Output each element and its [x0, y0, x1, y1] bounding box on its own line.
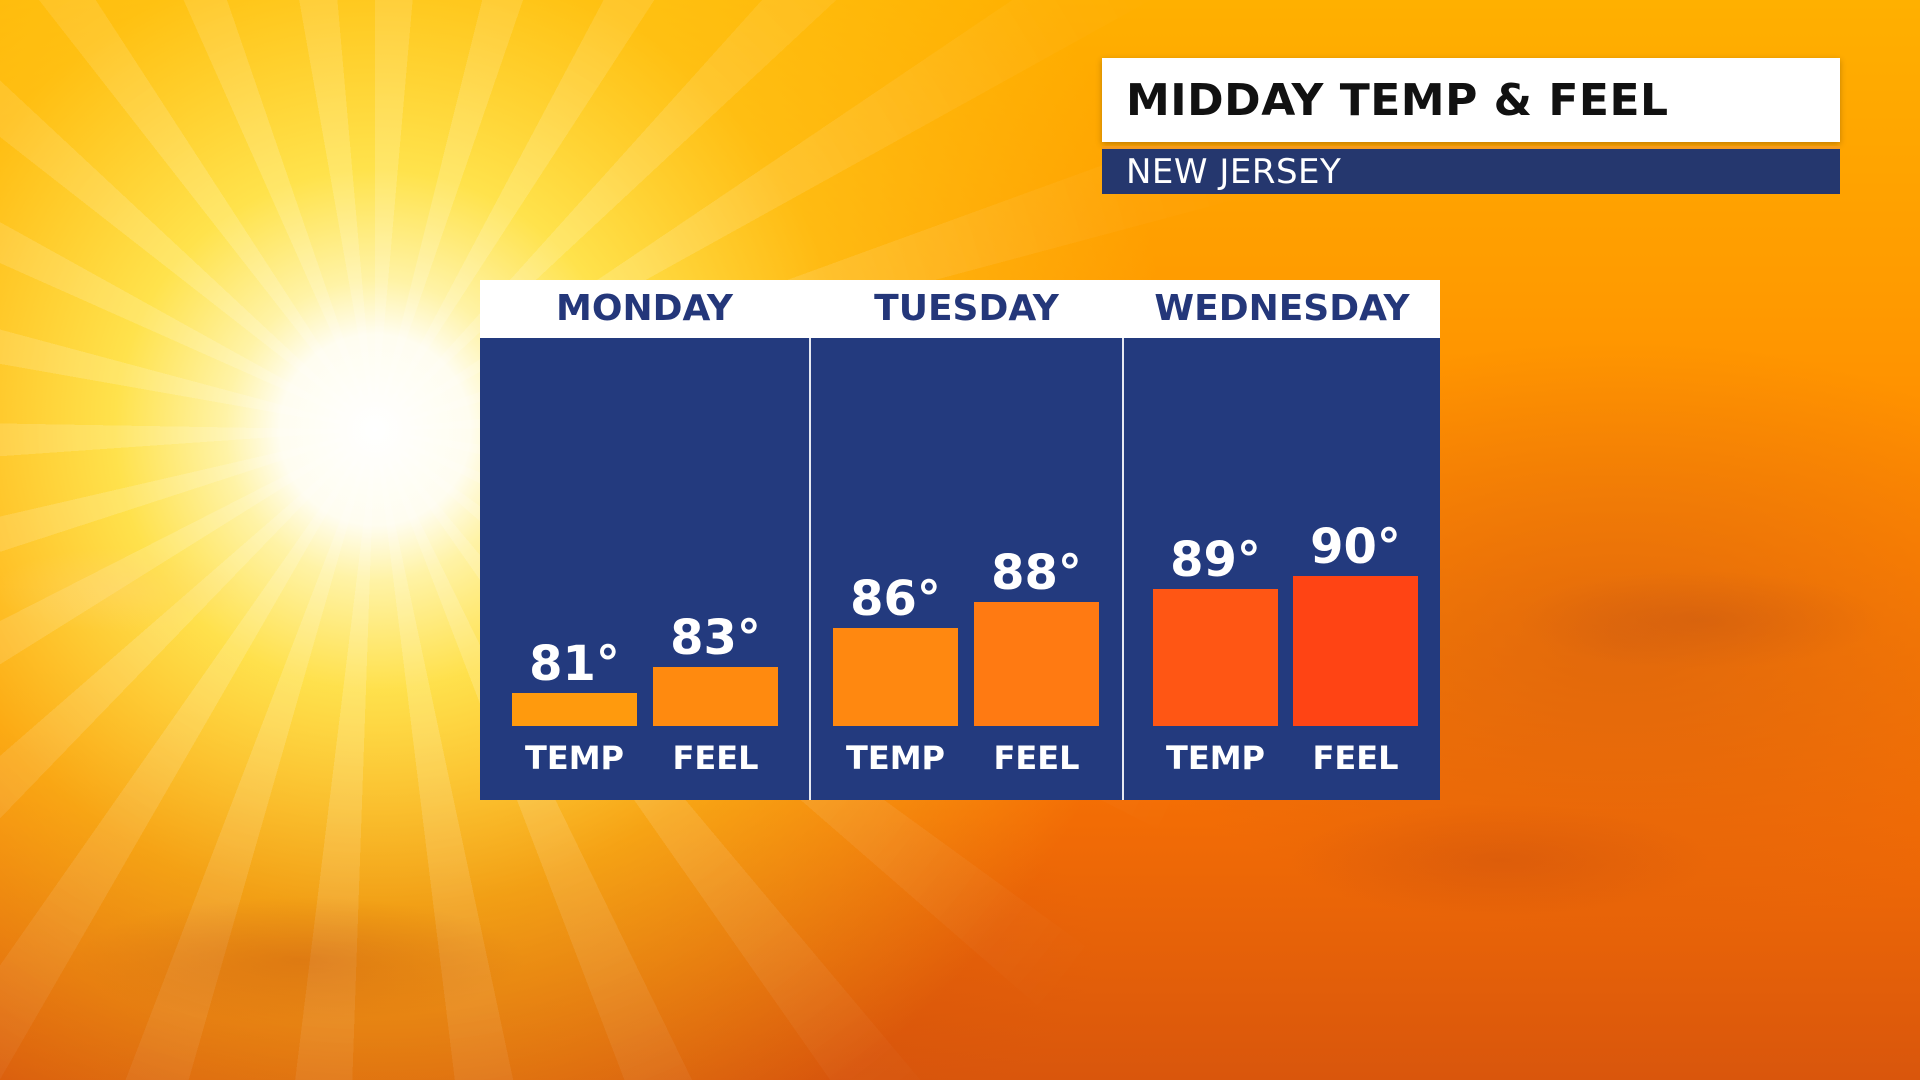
chart-panel: MONDAY TUESDAY WEDNESDAY 81° TEMP 83° FEEL 86°…	[480, 280, 1440, 800]
day-divider	[809, 338, 811, 800]
category-label-wednesday-temp: TEMP	[1166, 739, 1265, 777]
value-label-wednesday-feel: 90°	[1310, 519, 1401, 575]
bar-monday-temp	[512, 693, 637, 726]
chart-subtitle: NEW JERSEY	[1126, 151, 1342, 192]
day-header-row: MONDAY TUESDAY WEDNESDAY	[480, 280, 1440, 338]
bar-tuesday-feel	[974, 602, 1099, 726]
bar-monday-feel	[653, 667, 778, 726]
day-header-tuesday: TUESDAY	[874, 288, 1059, 329]
title-box: MIDDAY TEMP & FEEL	[1102, 58, 1840, 142]
day-header-monday: MONDAY	[556, 288, 733, 329]
bar-wednesday-feel	[1293, 576, 1418, 726]
bar-tuesday-temp	[833, 628, 958, 726]
category-label-wednesday-feel: FEEL	[1312, 739, 1399, 777]
day-divider	[1122, 338, 1124, 800]
bar-wednesday-temp	[1153, 589, 1278, 726]
category-label-monday-temp: TEMP	[525, 739, 624, 777]
category-label-monday-feel: FEEL	[672, 739, 759, 777]
value-label-monday-temp: 81°	[529, 636, 620, 692]
category-label-tuesday-feel: FEEL	[993, 739, 1080, 777]
subtitle-bar: NEW JERSEY	[1102, 146, 1840, 194]
value-label-tuesday-temp: 86°	[850, 571, 941, 627]
value-label-monday-feel: 83°	[670, 610, 761, 666]
value-label-wednesday-temp: 89°	[1170, 532, 1261, 588]
chart-title: MIDDAY TEMP & FEEL	[1126, 74, 1669, 126]
chart-plot-area: 81° TEMP 83° FEEL 86° TEMP 88° FEEL 89° TEMP 90° FE…	[480, 338, 1440, 800]
day-header-wednesday: WEDNESDAY	[1154, 288, 1410, 329]
value-label-tuesday-feel: 88°	[991, 545, 1082, 601]
category-label-tuesday-temp: TEMP	[846, 739, 945, 777]
